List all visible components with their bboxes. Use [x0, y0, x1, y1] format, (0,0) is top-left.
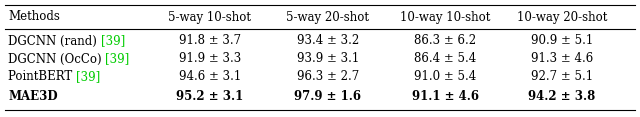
Text: 91.1 ± 4.6: 91.1 ± 4.6: [412, 91, 479, 104]
Text: 97.9 ± 1.6: 97.9 ± 1.6: [294, 91, 362, 104]
Text: [39]: [39]: [100, 35, 125, 48]
Text: 94.2 ± 3.8: 94.2 ± 3.8: [529, 91, 596, 104]
Text: 5-way 20-shot: 5-way 20-shot: [287, 11, 369, 24]
Text: [39]: [39]: [76, 71, 100, 84]
Text: 95.2 ± 3.1: 95.2 ± 3.1: [177, 91, 244, 104]
Text: [39]: [39]: [106, 53, 130, 66]
Text: 91.8 ± 3.7: 91.8 ± 3.7: [179, 35, 241, 48]
Text: 94.6 ± 3.1: 94.6 ± 3.1: [179, 71, 241, 84]
Text: DGCNN (rand): DGCNN (rand): [8, 35, 100, 48]
Text: 93.4 ± 3.2: 93.4 ± 3.2: [297, 35, 359, 48]
Text: 10-way 20-shot: 10-way 20-shot: [517, 11, 607, 24]
Text: 10-way 10-shot: 10-way 10-shot: [400, 11, 490, 24]
Text: 96.3 ± 2.7: 96.3 ± 2.7: [297, 71, 359, 84]
Text: MAE3D: MAE3D: [8, 91, 58, 104]
Text: 86.3 ± 6.2: 86.3 ± 6.2: [414, 35, 476, 48]
Text: 91.0 ± 5.4: 91.0 ± 5.4: [414, 71, 476, 84]
Text: 91.3 ± 4.6: 91.3 ± 4.6: [531, 53, 593, 66]
Text: 93.9 ± 3.1: 93.9 ± 3.1: [297, 53, 359, 66]
Text: 91.9 ± 3.3: 91.9 ± 3.3: [179, 53, 241, 66]
Text: DGCNN (OcCo): DGCNN (OcCo): [8, 53, 106, 66]
Text: Methods: Methods: [8, 11, 60, 24]
Text: 86.4 ± 5.4: 86.4 ± 5.4: [414, 53, 476, 66]
Text: 92.7 ± 5.1: 92.7 ± 5.1: [531, 71, 593, 84]
Text: PointBERT: PointBERT: [8, 71, 76, 84]
Text: 90.9 ± 5.1: 90.9 ± 5.1: [531, 35, 593, 48]
Text: 5-way 10-shot: 5-way 10-shot: [168, 11, 252, 24]
